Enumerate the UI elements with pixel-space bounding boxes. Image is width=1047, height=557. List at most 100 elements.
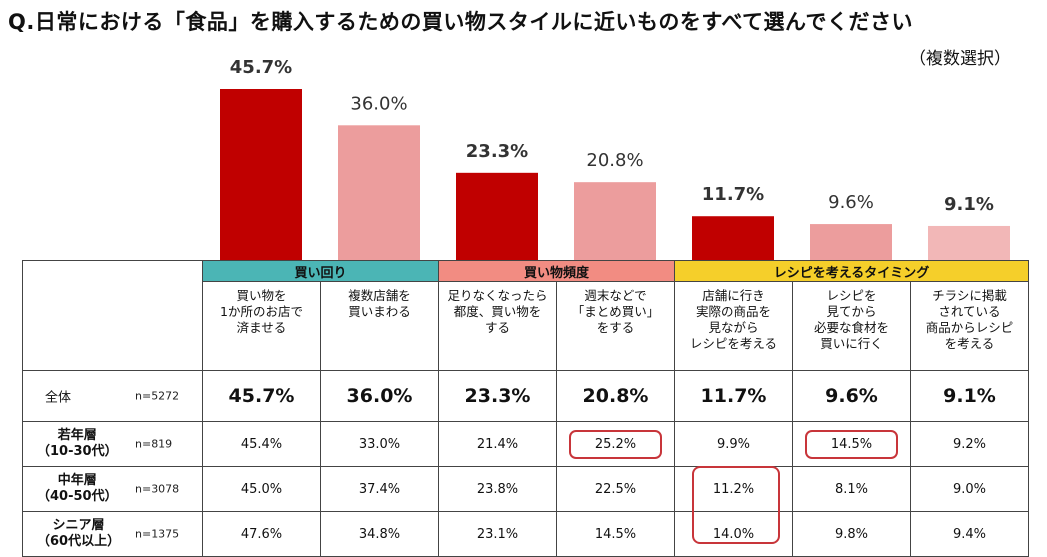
highlight-box-middle-senior [692, 466, 780, 544]
column-header-6: レシピを 見てから 必要な食材を 買いに行く [792, 281, 911, 371]
value: 33.0% [358, 436, 401, 452]
segment-row: 中年層 （40-50代） n=3078 45.0% 37.4% 23.8% 22.5% 11.… [22, 466, 1029, 512]
bar-value-label-4: 20.8% [586, 150, 643, 171]
column-header-line: レシピを考える [689, 336, 778, 351]
column-header-3: 足りなくなったら 都度、買い物を する [438, 281, 557, 371]
segment-row: 若年層 （10-30代） n=819 45.4% 33.0% 21.4% 25.2% 9.9%… [22, 421, 1029, 467]
value: 20.8% [582, 385, 649, 407]
value-cell: 20.8% [556, 370, 675, 422]
value: 14.5% [594, 526, 637, 542]
value-cell: 47.6% [202, 511, 321, 557]
bar-value-label-1: 45.7% [230, 57, 292, 78]
column-header-line: されている [938, 304, 1001, 319]
column-header-4: 週末などで 「まとめ買い」 をする [556, 281, 675, 371]
total-row: 全体 n=5272 45.7% 36.0% 23.3% 20.8% 11.7% 9.6% 9.1… [22, 370, 1029, 422]
value-cell: 25.2% [556, 421, 675, 467]
bar-value-label-5: 11.7% [702, 184, 764, 205]
sample-size: n=1375 [135, 527, 180, 541]
row-label-cell: 全体 n=5272 [22, 370, 203, 422]
bar-1 [220, 89, 302, 260]
value: 45.0% [240, 481, 283, 497]
value: 9.4% [952, 526, 987, 542]
results-table: 買い回り 買い物頻度 レシピを考えるタイミング 買い物を 1か所のお店で 済ませる 複… [22, 260, 1029, 557]
value-cell: 45.0% [202, 466, 321, 512]
value-cell: 45.7% [202, 370, 321, 422]
column-header-line: 見てから [826, 304, 877, 319]
value-cell: 23.8% [438, 466, 557, 512]
value: 9.0% [952, 481, 987, 497]
column-header-line: チラシに掲載 [932, 288, 1007, 303]
value-cell: 21.4% [438, 421, 557, 467]
group-header-frequency: 買い物頻度 [438, 260, 675, 282]
question-subtitle: （複数選択） [909, 49, 1011, 69]
sample-size: n=5272 [135, 389, 180, 403]
group-header-recipe-timing: レシピを考えるタイミング [674, 260, 1029, 282]
value-cell: 36.0% [320, 370, 439, 422]
value: 23.3% [464, 385, 531, 407]
bar-2 [338, 125, 420, 260]
value: 23.1% [476, 526, 519, 542]
column-header-line: 見ながら [708, 320, 759, 335]
value-cell: 9.8% [792, 511, 911, 557]
row-label-cell: 中年層 （40-50代） n=3078 [22, 466, 203, 512]
corner-cell [22, 260, 203, 371]
value-cell: 8.1% [792, 466, 911, 512]
value-cell: 45.4% [202, 421, 321, 467]
column-header-line: 週末などで [584, 288, 647, 303]
value: 11.7% [700, 385, 767, 407]
value: 47.6% [240, 526, 283, 542]
column-header-line: 店舗に行き [702, 288, 765, 303]
column-header-line: 1か所のお店で [220, 304, 303, 319]
column-header-line: を考える [944, 336, 995, 351]
column-header-line: 買い物を [236, 288, 287, 303]
column-header-line: 必要な食材を [813, 320, 889, 335]
row-label-cell: 若年層 （10-30代） n=819 [22, 421, 203, 467]
bar-7 [928, 225, 1010, 260]
value-cell: 22.5% [556, 466, 675, 512]
column-header-line: 買いまわる [348, 304, 411, 319]
column-header-line: をする [596, 320, 635, 335]
bar-value-label-7: 9.1% [944, 194, 994, 215]
value-cell: 14.5% [792, 421, 911, 467]
row-label: 若年層 [57, 428, 97, 443]
row-label: 中年層 [57, 473, 97, 488]
value-cell: 37.4% [320, 466, 439, 512]
column-header-line: レシピを [826, 288, 877, 303]
value-cell: 23.3% [438, 370, 557, 422]
row-label: シニア層 [52, 518, 105, 533]
value: 9.1% [943, 385, 996, 407]
value: 45.4% [240, 436, 283, 452]
value-cell: 9.9% [674, 421, 793, 467]
value-cell: 9.4% [910, 511, 1029, 557]
bar-value-label-6: 9.6% [828, 192, 874, 213]
column-header-line: 都度、買い物を [453, 304, 542, 319]
sample-size: n=819 [135, 437, 173, 451]
highlighted-value: 14.5% [804, 429, 899, 459]
value-cell: 33.0% [320, 421, 439, 467]
column-header-line: 買いに行く [820, 336, 883, 351]
value: 22.5% [594, 481, 637, 497]
bar-chart: 45.7% 36.0% 23.3% 20.8% 11.7% 9.6% 9.1% [220, 57, 1010, 260]
column-header-line: 済ませる [236, 320, 287, 335]
bar-5 [692, 216, 774, 260]
column-header-line: 足りなくなったら [447, 288, 548, 303]
column-header-7: チラシに掲載 されている 商品からレシピ を考える [910, 281, 1029, 371]
row-label: 全体 [45, 390, 72, 406]
value-cell: 9.6% [792, 370, 911, 422]
value: 9.2% [952, 436, 987, 452]
bar-4 [574, 182, 656, 260]
bar-3 [456, 172, 538, 260]
column-header-line: 複数店舗を [348, 288, 411, 303]
value: 9.8% [834, 526, 869, 542]
column-header-1: 買い物を 1か所のお店で 済ませる [202, 281, 321, 371]
value: 21.4% [476, 436, 519, 452]
value-cell: 34.8% [320, 511, 439, 557]
group-header-kaimawari: 買い回り [202, 260, 439, 282]
sample-size: n=3078 [135, 482, 180, 496]
value: 9.6% [825, 385, 878, 407]
column-header-line: 「まとめ買い」 [571, 304, 660, 319]
value: 14.0% [712, 526, 755, 542]
bar-value-label-3: 23.3% [466, 141, 528, 162]
value: 45.7% [228, 385, 295, 407]
segment-row: シニア層 （60代以上） n=1375 47.6% 34.8% 23.1% 14.5% 14.… [22, 511, 1029, 557]
